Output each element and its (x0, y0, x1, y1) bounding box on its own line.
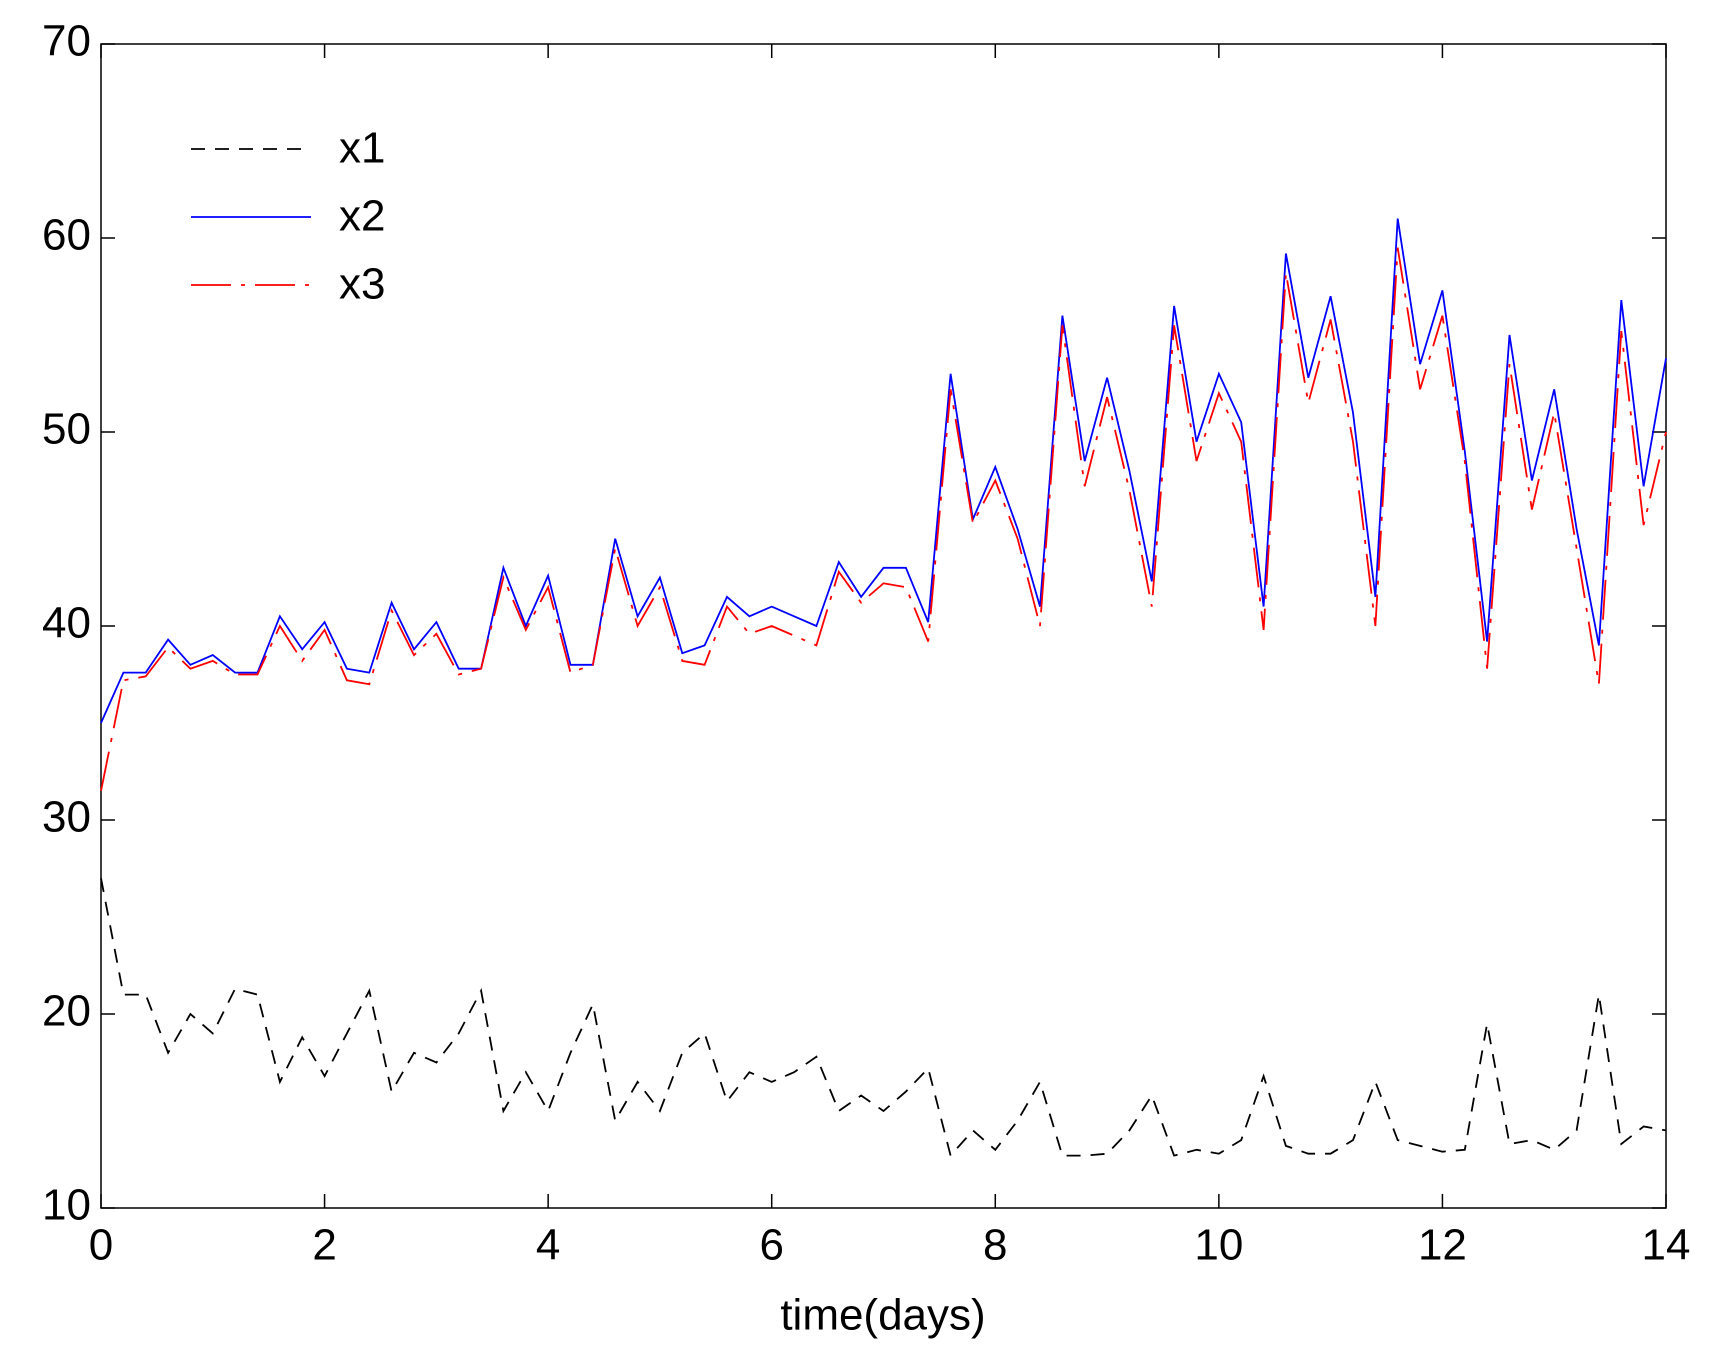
x-axis-label: time(days) (780, 1291, 985, 1340)
y-tick-label: 20 (42, 987, 91, 1036)
series-line (100, 247, 1667, 792)
x-tick-label: 4 (536, 1221, 560, 1270)
legend-label: x2 (339, 192, 385, 241)
y-tick-label: 70 (42, 17, 91, 66)
series-line (100, 878, 1667, 1158)
y-tick-label: 60 (42, 211, 91, 260)
x-tick-label: 8 (983, 1221, 1007, 1270)
x-tick-label: 6 (759, 1221, 783, 1270)
x-tick-label: 0 (89, 1221, 113, 1270)
legend-label: x3 (339, 260, 385, 309)
legend-label: x1 (339, 124, 385, 173)
y-tick-label: 50 (42, 405, 91, 454)
y-tick-label: 40 (42, 599, 91, 648)
x-tick-label: 12 (1418, 1221, 1467, 1270)
series-line (100, 218, 1667, 724)
y-tick-label: 30 (42, 793, 91, 842)
plot-frame (100, 43, 1667, 1209)
x-tick-label: 2 (312, 1221, 336, 1270)
y-tick-label: 10 (42, 1181, 91, 1230)
x-tick-label: 14 (1642, 1221, 1691, 1270)
x-tick-label: 10 (1194, 1221, 1243, 1270)
